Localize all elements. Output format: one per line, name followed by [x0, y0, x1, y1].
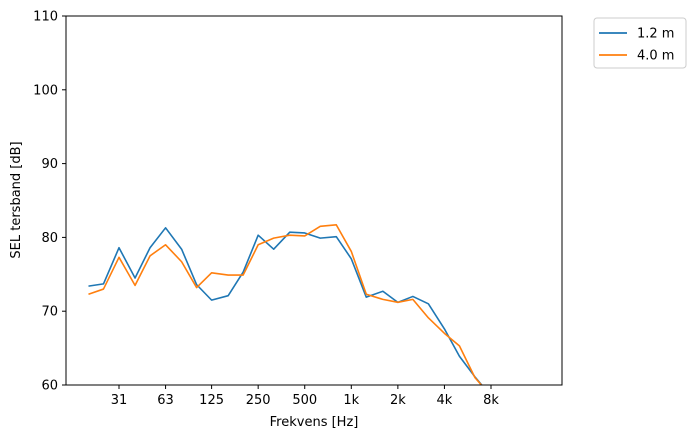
- legend-label-1: 1.2 m: [637, 27, 674, 42]
- series-line-2: [88, 224, 483, 385]
- plot-frame: [65, 15, 563, 386]
- y-axis-label: SEL tersband [dB]: [9, 141, 24, 258]
- y-axis: 60 70 80 90 100 110: [33, 10, 66, 394]
- x-tick-label: 125: [199, 393, 224, 408]
- legend-label-2: 4.0 m: [637, 49, 674, 64]
- x-tick-label: 500: [292, 393, 317, 408]
- y-tick-label: 100: [33, 83, 58, 98]
- legend: 1.2 m 4.0 m: [593, 17, 687, 69]
- y-tick-label: 110: [33, 10, 58, 25]
- x-axis: 31 63 125 250 500 1k 2k 4k 8k: [111, 385, 499, 408]
- plot-area: [66, 16, 562, 385]
- x-tick-label: 4k: [437, 393, 453, 408]
- y-tick-label: 60: [41, 379, 58, 394]
- y-tick-label: 80: [41, 231, 58, 246]
- x-tick-label: 8k: [483, 393, 499, 408]
- x-axis-label: Frekvens [Hz]: [270, 415, 359, 430]
- x-tick-label: 31: [111, 393, 128, 408]
- x-tick-label: 63: [157, 393, 174, 408]
- series-line-1: [88, 227, 483, 385]
- series-layer: [88, 224, 483, 385]
- x-tick-label: 250: [246, 393, 271, 408]
- y-tick-label: 90: [41, 157, 58, 172]
- x-tick-label: 2k: [390, 393, 406, 408]
- x-tick-label: 1k: [343, 393, 359, 408]
- y-tick-label: 70: [41, 305, 58, 320]
